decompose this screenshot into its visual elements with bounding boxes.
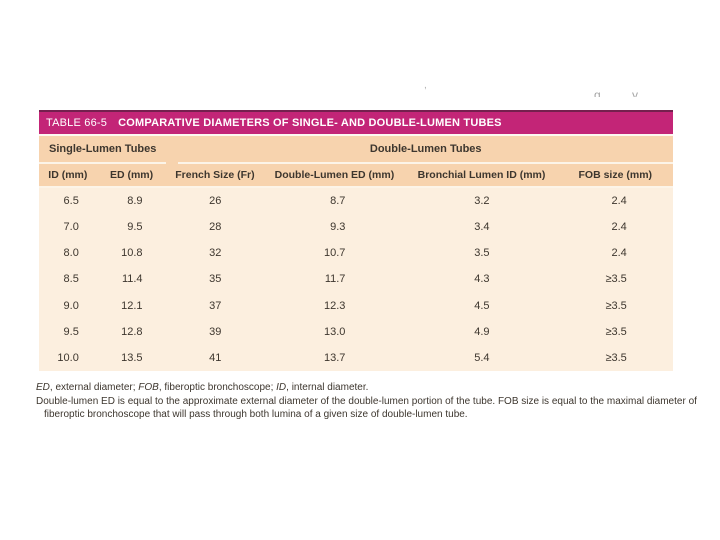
cell-ed: 9.5	[127, 221, 143, 234]
cell-id: 8.0	[63, 247, 79, 260]
group-header-single-lumen: Single-Lumen Tubes	[39, 136, 167, 164]
group-header-gap	[166, 136, 178, 164]
column-header-fob-size: FOB size (mm)	[578, 169, 653, 181]
cell-id: 9.5	[63, 325, 79, 338]
table-66-5: TABLE 66-5 COMPARATIVE DIAMETERS OF SING…	[39, 110, 673, 371]
cell-french-size: 41	[209, 351, 222, 364]
cell-fob-size: ≥3.5	[605, 299, 627, 312]
table-row: 9.5 12.8 39 13.0 4.9 ≥3.5	[39, 319, 673, 345]
column-header-ed: ED (mm)	[109, 169, 154, 181]
cell-fob-size: ≥3.5	[605, 325, 627, 338]
cell-double-lumen-ed: 8.7	[330, 195, 346, 208]
table-body: 6.5 8.9 26 8.7 3.2 2.4 7.0 9.5 28 9.3 3.…	[39, 188, 673, 371]
cell-fob-size: ≥3.5	[605, 351, 627, 364]
cell-id: 7.0	[63, 221, 79, 234]
footnote-note-line-2: fiberoptic bronchoscope that will pass t…	[44, 409, 468, 420]
footnote-abbreviations: ED, external diameter; FOB, fiberoptic b…	[36, 382, 369, 393]
cell-id: 8.5	[63, 273, 79, 286]
group-header-double-lumen: Double-Lumen Tubes	[178, 136, 673, 164]
column-header-double-lumen-ed: Double-Lumen ED (mm)	[274, 169, 395, 181]
table-number-label: TABLE 66-5	[46, 117, 108, 129]
table-title-bar: TABLE 66-5 COMPARATIVE DIAMETERS OF SING…	[39, 110, 673, 136]
column-header-french-size: French Size (Fr)	[175, 169, 255, 181]
cell-ed: 12.8	[121, 325, 143, 338]
table-title: COMPARATIVE DIAMETERS OF SINGLE- AND DOU…	[118, 117, 502, 129]
cell-bronchial-lumen-id: 3.4	[474, 221, 490, 234]
cell-bronchial-lumen-id: 4.9	[474, 325, 490, 338]
group-header-row: Single-Lumen Tubes Double-Lumen Tubes	[39, 136, 673, 164]
cell-fob-size: 2.4	[611, 247, 627, 260]
cell-french-size: 35	[209, 273, 222, 286]
cell-ed: 11.4	[121, 273, 143, 286]
table-footnotes: ED, external diameter; FOB, fiberoptic b…	[36, 381, 697, 422]
column-header-id: ID (mm)	[48, 169, 88, 181]
cell-double-lumen-ed: 13.7	[324, 351, 346, 364]
cell-french-size: 37	[209, 299, 222, 312]
footnote-note-line-1: Double-lumen ED is equal to the approxim…	[36, 395, 697, 407]
cell-fob-size: 2.4	[611, 221, 627, 234]
cell-id: 9.0	[63, 299, 79, 312]
cell-double-lumen-ed: 9.3	[330, 221, 346, 234]
cell-bronchial-lumen-id: 4.5	[474, 299, 490, 312]
abbr-ed: ED	[36, 382, 50, 393]
abbr-fob: FOB	[138, 382, 159, 393]
cell-fob-size: 2.4	[611, 195, 627, 208]
cell-bronchial-lumen-id: 5.4	[474, 351, 490, 364]
table-row: 7.0 9.5 28 9.3 3.4 2.4	[39, 214, 673, 240]
cell-double-lumen-ed: 13.0	[324, 325, 346, 338]
page-crop-fragment-left: ,	[424, 80, 427, 91]
cell-ed: 13.5	[121, 351, 143, 364]
cell-ed: 8.9	[127, 195, 143, 208]
cell-id: 6.5	[63, 195, 79, 208]
cell-double-lumen-ed: 12.3	[324, 299, 346, 312]
table-row: 8.0 10.8 32 10.7 3.5 2.4	[39, 240, 673, 266]
cell-bronchial-lumen-id: 3.2	[474, 195, 490, 208]
cell-bronchial-lumen-id: 3.5	[474, 247, 490, 260]
cell-id: 10.0	[57, 351, 79, 364]
table-row: 6.5 8.9 26 8.7 3.2 2.4	[39, 188, 673, 214]
cell-double-lumen-ed: 10.7	[324, 247, 346, 260]
column-header-bronchial-lumen-id: Bronchial Lumen ID (mm)	[417, 169, 546, 181]
cell-french-size: 26	[209, 195, 222, 208]
column-header-row: ID (mm) ED (mm) French Size (Fr) Double-…	[39, 164, 673, 188]
page-crop-fragment-right: g y	[594, 88, 653, 97]
cell-double-lumen-ed: 11.7	[324, 273, 346, 286]
cell-french-size: 39	[209, 325, 222, 338]
table-row: 10.0 13.5 41 13.7 5.4 ≥3.5	[39, 345, 673, 371]
cell-bronchial-lumen-id: 4.3	[474, 273, 490, 286]
cell-fob-size: ≥3.5	[605, 273, 627, 286]
table-row: 8.5 11.4 35 11.7 4.3 ≥3.5	[39, 266, 673, 292]
abbr-id: ID	[276, 382, 287, 393]
cell-ed: 12.1	[121, 299, 143, 312]
cell-ed: 10.8	[121, 247, 143, 260]
cell-french-size: 28	[209, 221, 222, 234]
cell-french-size: 32	[209, 247, 222, 260]
table-row: 9.0 12.1 37 12.3 4.5 ≥3.5	[39, 293, 673, 319]
